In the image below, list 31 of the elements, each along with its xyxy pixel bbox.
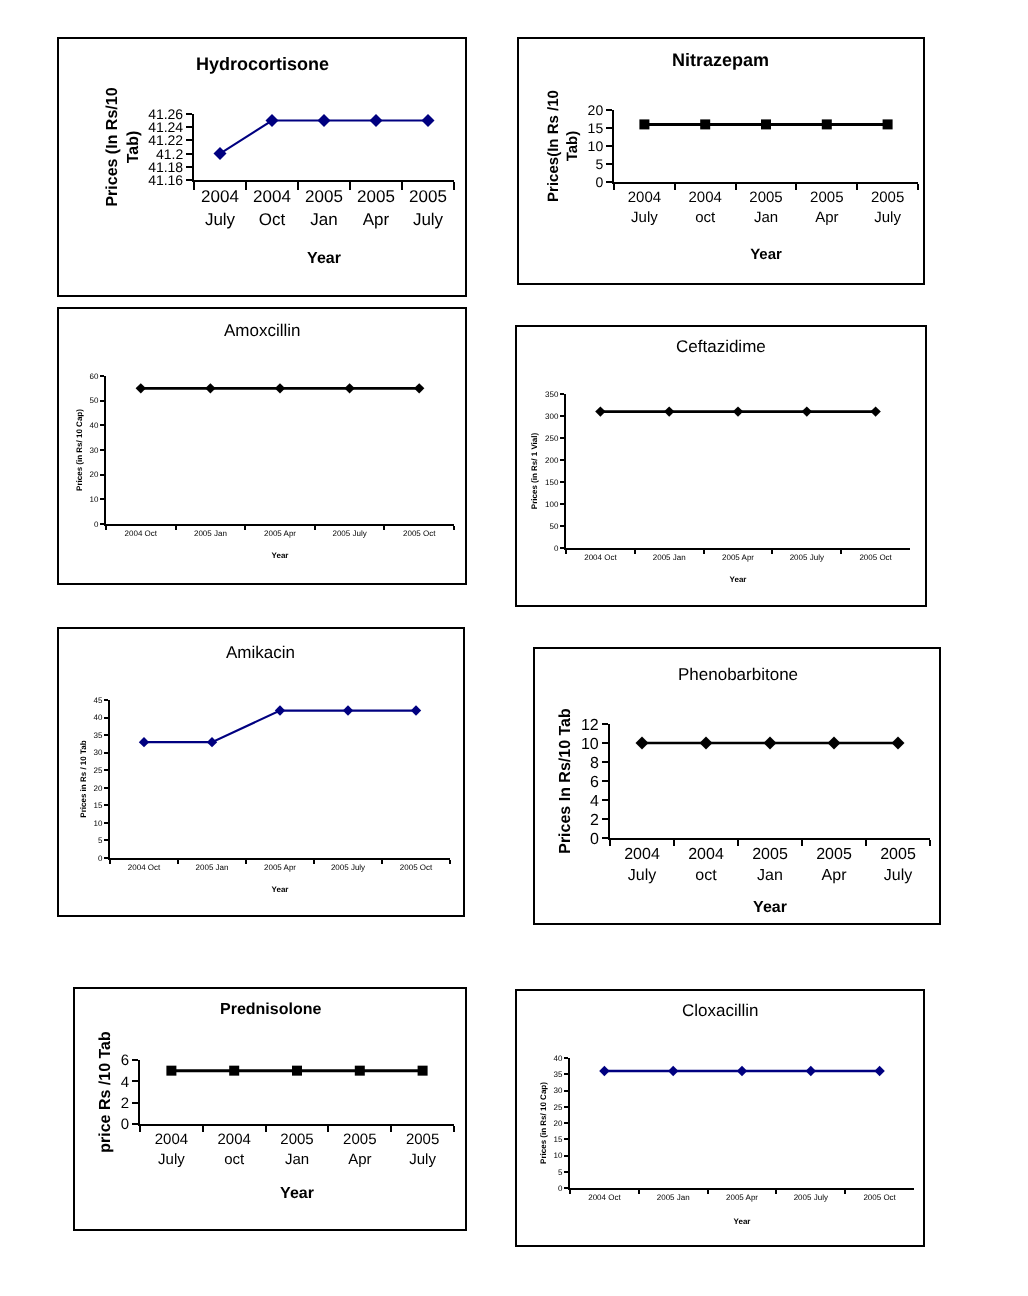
x-tick-label: 2005 July	[880, 845, 917, 884]
chart-title: Ceftazidime	[676, 336, 767, 356]
y-tick-label: 12	[580, 715, 600, 734]
chart-title: Cloxacillin	[682, 1000, 760, 1020]
chart-title: Amoxcillin	[224, 320, 302, 340]
x-tick-label: 2004 July	[201, 186, 240, 229]
x-tick-label: 2004 oct	[688, 845, 725, 884]
y-axis-title: Prices In Rs/10 Tab	[556, 708, 575, 854]
chart-title: Nitrazepam	[672, 50, 770, 70]
x-tick-label: 2005 Jan	[305, 186, 344, 229]
x-tick-label: 2004 Oct	[253, 186, 292, 229]
y-tick-label: 10	[580, 734, 600, 753]
x-axis-title: Year	[280, 1183, 314, 1202]
y-axis-title: Prices (In Rs/10 Tab)	[102, 86, 142, 207]
y-tick-label: 4	[589, 791, 600, 810]
y-tick-label: 8	[589, 753, 600, 772]
chart-title: Prednisolone	[220, 1000, 323, 1018]
x-tick-label: 2005 Apr	[816, 845, 853, 884]
y-tick-label: 6	[589, 772, 600, 791]
x-axis-title: Year	[753, 898, 787, 917]
chart-title: Hydrocortisone	[196, 54, 330, 74]
chart-title: Phenobarbitone	[678, 664, 799, 684]
x-tick-label: 2005 Jan	[752, 845, 789, 884]
x-axis-title: Year	[307, 248, 341, 267]
y-tick-label: 2	[589, 810, 600, 829]
chart-title: Amikacin	[226, 642, 296, 662]
x-tick-label: 2004 July	[624, 845, 661, 884]
x-tick-label: 2005 Apr	[357, 186, 396, 229]
y-axis-title: price Rs /10 Tab	[96, 1031, 115, 1153]
x-tick-label: 2005 July	[409, 186, 448, 229]
y-tick-label: 0	[589, 829, 600, 848]
